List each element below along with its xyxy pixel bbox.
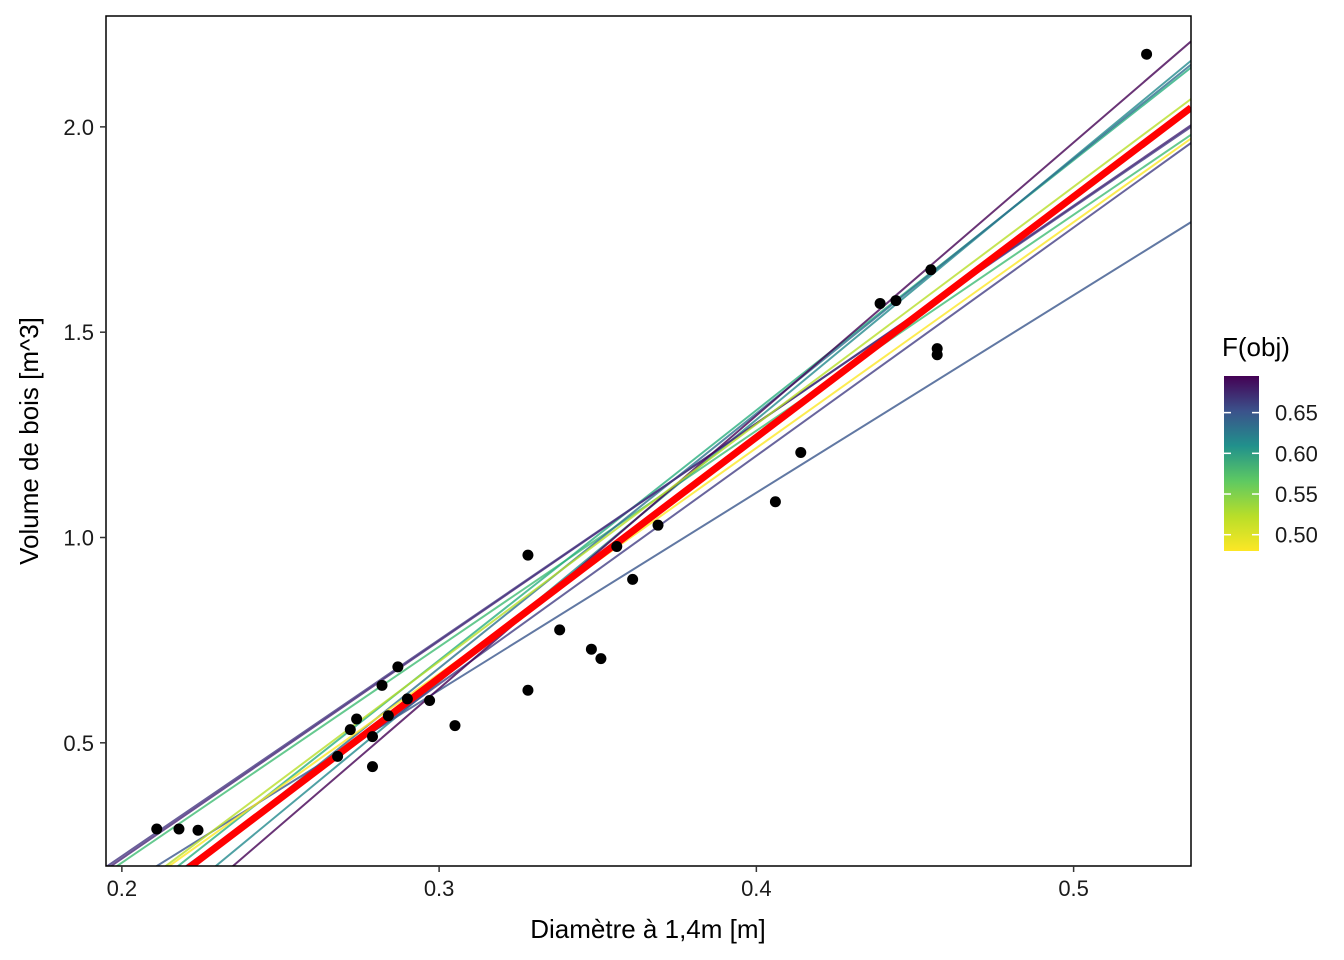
data-point [652,519,664,531]
data-point [611,541,623,553]
fit-line [185,104,1191,866]
y-tick-label: 0.5 [63,731,94,756]
x-tick-label: 0.3 [424,876,455,901]
legend: F(obj) 0.50 0.55 0.60 0.65 [1222,332,1318,551]
fitted-line [167,137,1191,866]
data-point [1141,48,1153,60]
fitted-line [164,98,1191,866]
data-point [890,295,902,307]
data-point [382,710,394,722]
data-point [925,264,937,276]
legend-tick-label: 0.60 [1275,441,1318,466]
data-point [332,750,344,762]
fitted-line [154,221,1191,866]
x-tick-label: 0.5 [1058,876,1089,901]
data-point [585,643,597,655]
fit-line-layer [185,104,1191,866]
legend-tick-label: 0.50 [1275,523,1318,548]
x-tick-label: 0.4 [741,876,772,901]
legend-tick-label: 0.65 [1275,401,1318,426]
plot-background [106,16,1191,866]
data-point [595,653,607,665]
data-point [795,446,807,458]
data-point [173,823,185,835]
data-point [931,349,943,361]
data-point [351,713,363,725]
data-point [192,824,204,836]
y-axis-title: Volume de bois [m^3] [14,317,44,565]
data-points [151,48,1153,836]
data-point [522,549,534,561]
data-point [874,297,886,309]
data-point [449,720,461,732]
data-point [366,761,378,773]
data-point [627,573,639,585]
legend-colorbar [1224,376,1259,551]
y-tick-label: 2.0 [63,115,94,140]
data-point [344,724,356,736]
fitted-line [231,40,1191,866]
data-point [392,661,404,673]
x-axis-title: Diamètre à 1,4m [m] [530,914,766,944]
data-point [151,823,163,835]
legend-tick-label: 0.55 [1275,482,1318,507]
data-point [376,679,388,691]
data-point [522,684,534,696]
y-tick-label: 1.5 [63,320,94,345]
data-point [401,693,413,705]
data-point [366,731,378,743]
fitted-line [106,126,1191,866]
data-point [424,695,436,707]
x-tick-label: 0.2 [107,876,138,901]
data-point [554,624,566,636]
axes: 0.2 0.3 0.4 0.5 0.5 1.0 1.5 2.0 [63,115,1089,901]
data-point [769,496,781,508]
plot-frame [105,15,1192,867]
legend-title: F(obj) [1222,332,1290,362]
y-tick-label: 1.0 [63,525,94,550]
